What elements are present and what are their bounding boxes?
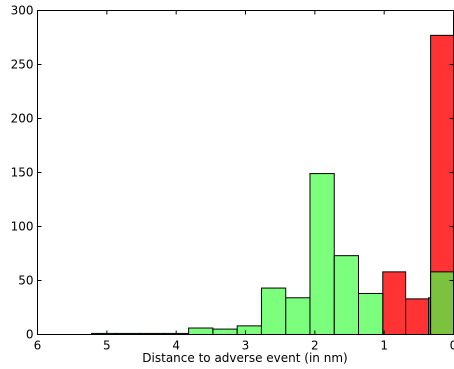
y-tick-label-0: 0 bbox=[26, 328, 34, 342]
histogram-bar-s1-b12 bbox=[430, 271, 454, 335]
histogram-bar-s1-b10 bbox=[333, 255, 360, 335]
histogram-bar-s1-b8 bbox=[285, 297, 311, 335]
histogram-bar-s1-b9 bbox=[309, 173, 335, 335]
histogram-bar-s1-b11 bbox=[358, 292, 384, 335]
histogram-bar-s1-b6 bbox=[236, 325, 262, 335]
histogram-bar-s1-b7 bbox=[260, 287, 287, 335]
x-tick-label-5: 1 bbox=[380, 339, 388, 353]
x-tick-label-6: 0 bbox=[450, 339, 454, 353]
x-tick-label-2: 4 bbox=[172, 339, 180, 353]
y-tick-label-5: 250 bbox=[11, 58, 34, 72]
y-tick-label-4: 200 bbox=[11, 112, 34, 126]
y-tick-label-1: 50 bbox=[18, 274, 33, 288]
y-tick-label-3: 150 bbox=[11, 166, 34, 180]
histogram-bar-s1-b4 bbox=[188, 327, 214, 335]
x-tick-label-1: 5 bbox=[103, 339, 111, 353]
x-axis-label: Distance to adverse event (in nm) bbox=[142, 351, 347, 365]
x-tick-label-0: 6 bbox=[34, 339, 42, 353]
y-tick-label-2: 100 bbox=[11, 220, 34, 234]
x-tick-label-4: 2 bbox=[311, 339, 319, 353]
bars-layer bbox=[91, 34, 454, 336]
histogram-bar-s0-b1 bbox=[405, 298, 430, 335]
y-tick-label-6: 300 bbox=[11, 4, 34, 18]
histogram-bar-s0-b0 bbox=[382, 271, 407, 335]
x-tick-label-3: 3 bbox=[242, 339, 250, 353]
histogram-bar-s1-b5 bbox=[212, 328, 238, 336]
